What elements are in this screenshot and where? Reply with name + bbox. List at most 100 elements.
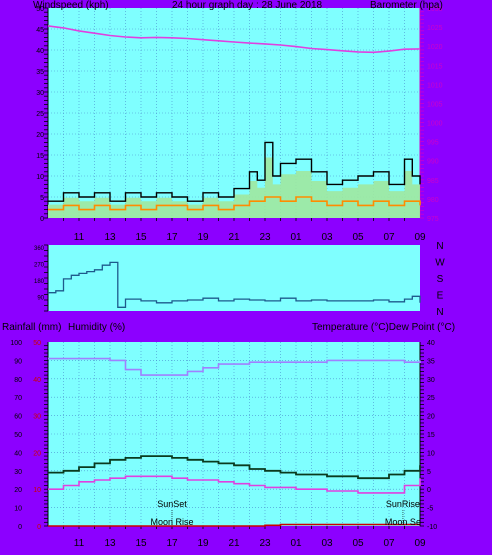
wind-x-tick-label: 15 bbox=[135, 232, 147, 243]
wind-x-tick-label: 07 bbox=[383, 232, 395, 243]
temp-x-tick-label: 07 bbox=[383, 538, 395, 549]
barometer-tick-label: 1015 bbox=[427, 63, 443, 70]
direction-compass-label: N bbox=[436, 241, 443, 252]
windspeed-tick-label: 15 bbox=[36, 153, 44, 160]
rainfall-axis-label: Rainfall (mm) bbox=[2, 322, 62, 333]
direction-compass-label: N bbox=[436, 307, 443, 318]
rainfall-tick-label: 40 bbox=[33, 377, 41, 384]
humidity-tick-label: 30 bbox=[14, 469, 22, 476]
barometer-tick-label: 1020 bbox=[427, 44, 443, 51]
wind-x-tick-label: 17 bbox=[166, 232, 178, 243]
direction-tick-label: 180 bbox=[34, 279, 45, 285]
barometer-tick-label: 990 bbox=[427, 159, 439, 166]
wind-x-tick-label: 03 bbox=[321, 232, 333, 243]
windspeed-tick-label: 45 bbox=[36, 27, 44, 34]
wind-x-tick-label: 01 bbox=[290, 232, 302, 243]
temp-x-tick-label: 21 bbox=[228, 538, 240, 549]
sun-moon-annotation: SunSet bbox=[157, 499, 187, 509]
temp-x-tick-label: 23 bbox=[259, 538, 271, 549]
temperature-tick-label: 15 bbox=[427, 432, 435, 439]
temperature-tick-label: 5 bbox=[427, 469, 431, 476]
windspeed-tick-label: 30 bbox=[36, 90, 44, 97]
temperature-dewpoint-axis-label: Temperature (°C)Dew Point (°C) bbox=[312, 322, 456, 333]
temperature-line bbox=[48, 455, 421, 480]
wind-avg-line bbox=[48, 196, 421, 211]
humidity-tick-label: 90 bbox=[14, 358, 22, 365]
wind-x-tick-label: 13 bbox=[104, 232, 116, 243]
rainfall-tick-label: 50 bbox=[33, 340, 41, 347]
barometer-line bbox=[47, 25, 421, 54]
wind-x-tick-label: 11 bbox=[74, 232, 85, 243]
wind-direction-line bbox=[48, 261, 421, 308]
windspeed-tick-label: 5 bbox=[40, 195, 44, 202]
rainfall-tick-label: 20 bbox=[33, 450, 41, 457]
wind-x-tick-label: 21 bbox=[228, 232, 240, 243]
barometer-tick-label: 1010 bbox=[427, 82, 443, 89]
humidity-tick-label: 10 bbox=[14, 506, 22, 513]
temperature-tick-label: 10 bbox=[427, 450, 435, 457]
wind-x-tick-label: 19 bbox=[197, 232, 209, 243]
humidity-tick-label: 80 bbox=[14, 377, 22, 384]
humidity-line bbox=[48, 357, 421, 376]
humidity-tick-label: 20 bbox=[14, 487, 22, 494]
barometer-tick-label: 975 bbox=[427, 216, 439, 223]
chart-title: 24 hour graph day : 28 June 2018 bbox=[172, 0, 323, 11]
temperature-tick-label: 0 bbox=[427, 487, 431, 494]
temp-x-tick-label: 01 bbox=[290, 538, 302, 549]
barometer-tick-label: 1000 bbox=[427, 121, 443, 128]
temperature-tick-label: 25 bbox=[427, 395, 435, 402]
dew-point-line bbox=[48, 475, 421, 494]
direction-compass-label: S bbox=[437, 274, 444, 285]
windspeed-tick-label: 25 bbox=[36, 111, 44, 118]
wind-x-tick-label: 09 bbox=[414, 232, 426, 243]
rainfall-tick-label: 10 bbox=[33, 487, 41, 494]
temp-x-tick-label: 13 bbox=[104, 538, 116, 549]
sun-moon-annotation: SunRise bbox=[386, 499, 420, 509]
temperature-tick-label: -10 bbox=[427, 524, 437, 531]
barometer-tick-label: 985 bbox=[427, 178, 439, 185]
humidity-tick-label: 40 bbox=[14, 450, 22, 457]
temp-x-tick-label: 11 bbox=[74, 538, 85, 549]
humidity-tick-label: 0 bbox=[18, 524, 22, 531]
temp-x-tick-label: 17 bbox=[166, 538, 178, 549]
humidity-tick-label: 50 bbox=[14, 432, 22, 439]
wind-x-tick-label: 23 bbox=[259, 232, 271, 243]
humidity-tick-label: 70 bbox=[14, 395, 22, 402]
humidity-axis-label: Humidity (%) bbox=[68, 322, 126, 333]
temp-x-tick-label: 19 bbox=[197, 538, 209, 549]
humidity-tick-label: 100 bbox=[10, 340, 22, 347]
rainfall-line bbox=[48, 523, 420, 527]
barometer-tick-label: 1005 bbox=[427, 101, 443, 108]
windspeed-tick-label: 20 bbox=[36, 132, 44, 139]
direction-compass-label: E bbox=[437, 291, 444, 302]
windspeed-tick-label: 10 bbox=[36, 174, 44, 181]
windspeed-tick-label: 50 bbox=[36, 6, 44, 13]
barometer-tick-label: 995 bbox=[427, 140, 439, 147]
temp-x-tick-label: 15 bbox=[135, 538, 147, 549]
humidity-tick-label: 60 bbox=[14, 414, 22, 421]
temperature-tick-label: 20 bbox=[427, 414, 435, 421]
barometer-axis-label: Barometer (hpa) bbox=[370, 0, 443, 11]
temperature-tick-label: 40 bbox=[427, 340, 435, 347]
barometer-tick-label: 980 bbox=[427, 197, 439, 204]
wind-x-tick-label: 05 bbox=[352, 232, 364, 243]
rainfall-tick-label: 30 bbox=[33, 414, 41, 421]
direction-tick-label: 360 bbox=[34, 246, 45, 252]
direction-tick-label: 270 bbox=[34, 263, 45, 269]
temp-x-tick-label: 05 bbox=[352, 538, 364, 549]
temperature-tick-label: -5 bbox=[427, 506, 433, 513]
rainfall-tick-label: 0 bbox=[37, 524, 41, 531]
temp-x-tick-label: 09 bbox=[414, 538, 426, 549]
barometer-tick-label: 1025 bbox=[427, 25, 443, 32]
direction-compass-label: W bbox=[435, 258, 445, 269]
temperature-tick-label: 30 bbox=[427, 377, 435, 384]
windspeed-axis-label: Windspeed (kph) bbox=[33, 0, 109, 11]
windspeed-tick-label: 35 bbox=[36, 69, 44, 76]
barometer-tick-label: 1030 bbox=[427, 6, 443, 13]
direction-tick-label: 90 bbox=[37, 296, 44, 302]
windspeed-tick-label: 0 bbox=[40, 216, 44, 223]
temperature-tick-label: 35 bbox=[427, 358, 435, 365]
temp-x-tick-label: 03 bbox=[321, 538, 333, 549]
wind-max-line bbox=[48, 141, 421, 202]
